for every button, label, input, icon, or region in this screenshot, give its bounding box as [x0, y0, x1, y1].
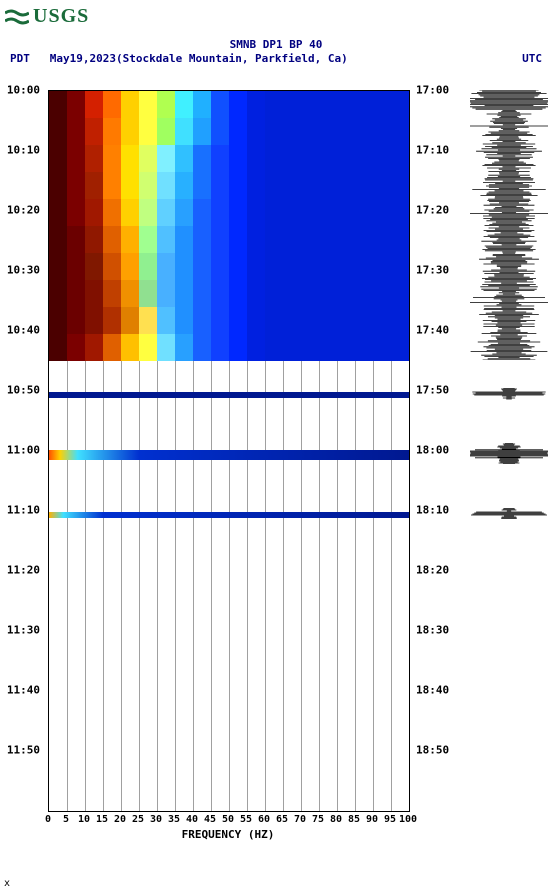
x-label: 20 — [114, 814, 126, 825]
logo-text: USGS — [33, 5, 89, 28]
x-axis-title: FREQUENCY (HZ) — [48, 828, 408, 841]
spectro-band — [49, 512, 409, 518]
y-left-label: 11:00 — [7, 443, 40, 456]
x-label: 35 — [168, 814, 180, 825]
y-right-label: 18:50 — [416, 743, 449, 756]
spectro-row — [49, 334, 409, 361]
station-name: (Stockdale Mountain, Parkfield, Ca) — [116, 52, 348, 65]
y-left-label: 11:20 — [7, 563, 40, 576]
spectro-row — [49, 280, 409, 307]
y-left-label: 10:30 — [7, 263, 40, 276]
waveform-panel — [470, 90, 548, 810]
y-right-label: 18:10 — [416, 503, 449, 516]
spectro-row — [49, 172, 409, 199]
right-timezone: UTC — [522, 52, 542, 65]
y-left-label: 11:40 — [7, 683, 40, 696]
x-label: 25 — [132, 814, 144, 825]
date: May19,2023 — [50, 52, 116, 65]
x-label: 90 — [366, 814, 378, 825]
y-left-label: 10:50 — [7, 383, 40, 396]
chart-title: SMNB DP1 BP 40 — [0, 38, 552, 51]
spectro-row — [49, 253, 409, 280]
x-label: 50 — [222, 814, 234, 825]
y-left-label: 10:20 — [7, 203, 40, 216]
chart-subtitle: PDT May19,2023(Stockdale Mountain, Parkf… — [10, 52, 542, 65]
y-right-label: 17:20 — [416, 203, 449, 216]
x-label: 5 — [63, 814, 69, 825]
y-axis-right: 17:0017:1017:2017:3017:4017:5018:0018:10… — [412, 90, 452, 810]
spectro-band — [49, 392, 409, 398]
waveform-segment — [470, 388, 548, 400]
spectro-band — [49, 450, 409, 460]
x-label: 45 — [204, 814, 216, 825]
y-right-label: 17:30 — [416, 263, 449, 276]
x-axis-labels: 0510152025303540455055606570758085909510… — [48, 814, 408, 828]
spectro-row — [49, 91, 409, 118]
logo-waves-icon — [5, 7, 29, 27]
x-label: 30 — [150, 814, 162, 825]
x-label: 0 — [45, 814, 51, 825]
x-label: 95 — [384, 814, 396, 825]
x-label: 85 — [348, 814, 360, 825]
spectro-row — [49, 145, 409, 172]
spectro-row — [49, 226, 409, 253]
x-label: 15 — [96, 814, 108, 825]
x-label: 100 — [399, 814, 417, 825]
y-right-label: 18:20 — [416, 563, 449, 576]
y-right-label: 18:40 — [416, 683, 449, 696]
spectro-row — [49, 118, 409, 145]
y-left-label: 10:00 — [7, 84, 40, 97]
spectro-row — [49, 307, 409, 334]
waveform-segment — [470, 443, 548, 465]
y-left-label: 10:40 — [7, 323, 40, 336]
x-label: 75 — [312, 814, 324, 825]
y-left-label: 11:30 — [7, 623, 40, 636]
x-label: 55 — [240, 814, 252, 825]
y-left-label: 11:50 — [7, 743, 40, 756]
y-right-label: 18:00 — [416, 443, 449, 456]
usgs-logo: USGS — [5, 5, 89, 28]
x-label: 70 — [294, 814, 306, 825]
y-right-label: 18:30 — [416, 623, 449, 636]
y-right-label: 17:40 — [416, 323, 449, 336]
y-left-label: 10:10 — [7, 143, 40, 156]
y-left-label: 11:10 — [7, 503, 40, 516]
waveform-segment — [470, 508, 548, 520]
x-label: 40 — [186, 814, 198, 825]
footer-mark: x — [4, 878, 10, 889]
spectrogram-plot — [48, 90, 410, 812]
waveform-segment — [470, 90, 548, 360]
x-label: 80 — [330, 814, 342, 825]
x-label: 10 — [78, 814, 90, 825]
spectrogram-main — [49, 91, 409, 361]
spectro-row — [49, 199, 409, 226]
y-right-label: 17:00 — [416, 84, 449, 97]
y-axis-left: 10:0010:1010:2010:3010:4010:5011:0011:10… — [0, 90, 44, 810]
y-right-label: 17:10 — [416, 143, 449, 156]
left-timezone: PDT — [10, 52, 30, 65]
x-label: 60 — [258, 814, 270, 825]
x-label: 65 — [276, 814, 288, 825]
y-right-label: 17:50 — [416, 383, 449, 396]
